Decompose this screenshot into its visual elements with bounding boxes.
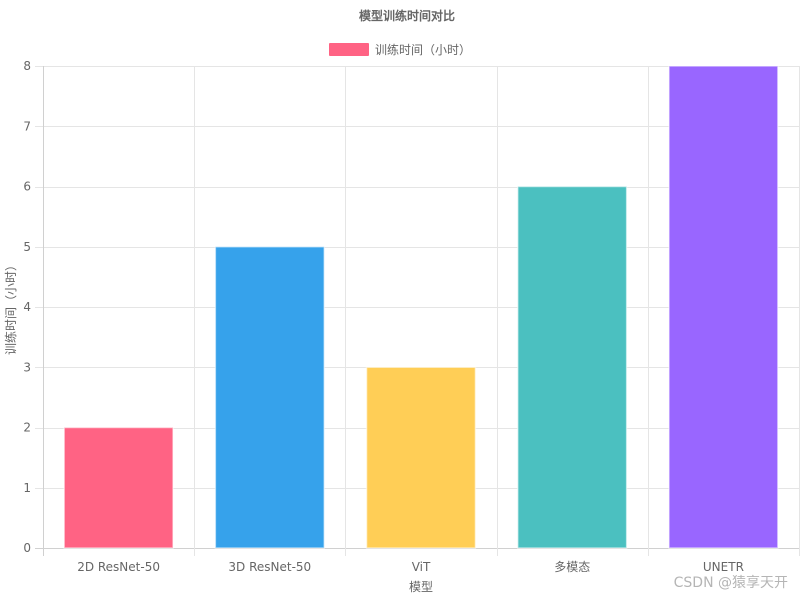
bar[interactable] <box>63 426 174 549</box>
bar-group[interactable] <box>365 366 477 549</box>
bars <box>63 65 779 549</box>
y-tick-label: 1 <box>23 481 31 495</box>
x-tick-label: 多模态 <box>554 560 590 574</box>
x-tick-label: UNETR <box>703 560 744 574</box>
x-axis-title: 模型 <box>409 580 433 594</box>
legend[interactable]: 训练时间（小时） <box>329 42 471 57</box>
y-tick-label: 2 <box>23 421 31 435</box>
axes: 0 1 2 3 4 5 6 7 8 2D ResNet-50 3D ResNet-50 ViT 多模态 U… <box>23 59 744 574</box>
legend-label: 训练时间（小时） <box>375 42 471 57</box>
watermark-text: CSDN @猿享天开 <box>673 575 788 591</box>
bar[interactable] <box>214 246 325 549</box>
y-tick-label: 7 <box>23 119 31 133</box>
y-tick-label: 3 <box>23 360 31 374</box>
x-tick-label: ViT <box>412 560 431 574</box>
bar[interactable] <box>668 65 779 549</box>
x-tick-label: 3D ResNet-50 <box>228 560 311 574</box>
bar-group[interactable] <box>517 185 628 549</box>
chart-title: 模型训练时间对比 <box>359 8 455 23</box>
bar[interactable] <box>517 185 628 549</box>
x-tick-label: 2D ResNet-50 <box>77 560 160 574</box>
y-tick-label: 5 <box>23 240 31 254</box>
y-axis-title: 训练时间（小时） <box>3 259 18 355</box>
y-tick-label: 4 <box>23 300 31 314</box>
bar-group[interactable] <box>63 426 174 549</box>
bar[interactable] <box>365 366 477 549</box>
grid-lines <box>35 66 800 556</box>
bar-group[interactable] <box>668 65 779 549</box>
y-tick-label: 8 <box>23 59 31 73</box>
y-tick-label: 0 <box>23 541 31 555</box>
bar-group[interactable] <box>214 246 325 549</box>
y-tick-label: 6 <box>23 180 31 194</box>
legend-swatch <box>329 43 369 56</box>
